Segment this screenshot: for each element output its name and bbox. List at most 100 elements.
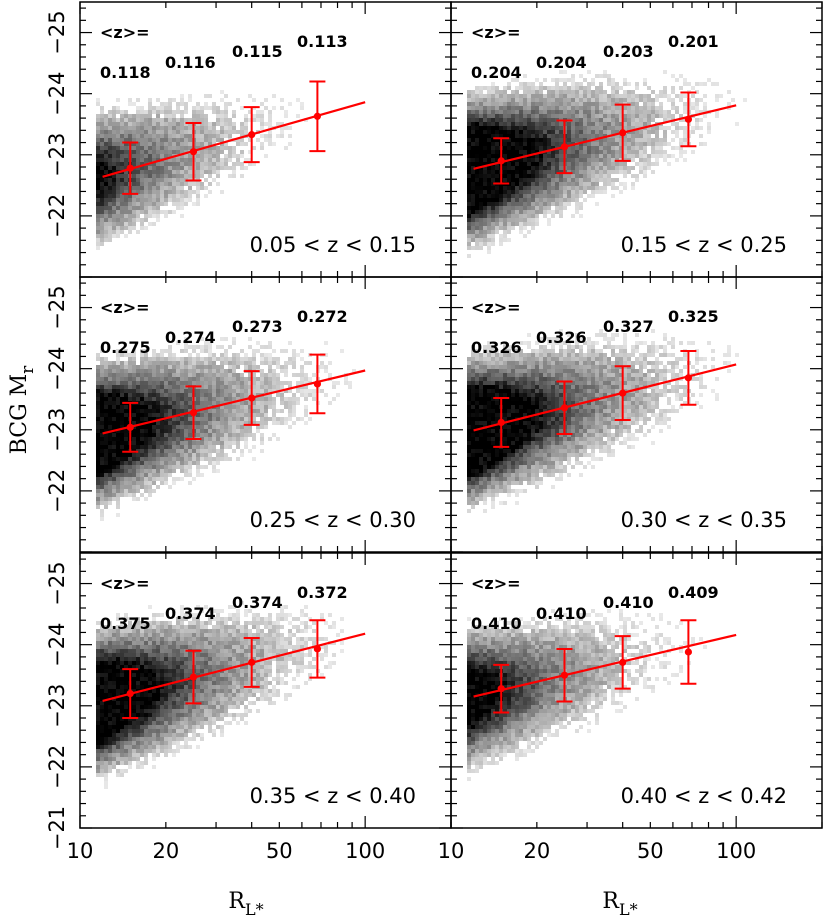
fit-line bbox=[473, 363, 737, 432]
density-map bbox=[467, 609, 707, 781]
mean-z-value-1: 0.410 bbox=[471, 614, 522, 633]
panel-5: −21 −22 −23 −24 −25 10 20 50 100 <z>= 0.375 0.374 0.… bbox=[45, 552, 452, 863]
y-ticks bbox=[451, 7, 822, 278]
redshift-range-label: 0.25 < z < 0.30 bbox=[250, 508, 416, 532]
redshift-range-label: 0.35 < z < 0.40 bbox=[250, 784, 416, 808]
data-point-1 bbox=[126, 164, 134, 172]
mean-z-value-3: 0.374 bbox=[232, 593, 283, 612]
mean-z-label: <z>= bbox=[471, 298, 521, 317]
mean-z-value-2: 0.326 bbox=[536, 328, 587, 347]
mean-z-value-1: 0.375 bbox=[100, 614, 151, 633]
mean-z-value-4: 0.113 bbox=[297, 32, 348, 51]
data-point-4 bbox=[313, 380, 321, 388]
panel-1: −22 −23 −24 −25 <z>= 0.118 0.116 0.115 0.113 0.05… bbox=[45, 1, 452, 278]
redshift-range-label: 0.30 < z < 0.35 bbox=[621, 508, 787, 532]
fit-line bbox=[102, 632, 366, 702]
panel-frame bbox=[450, 552, 823, 829]
y-tick-label: −22 bbox=[45, 469, 69, 513]
mean-z-label: <z>= bbox=[100, 23, 150, 42]
x-tick-label: 50 bbox=[637, 839, 664, 863]
y-tick-label: −22 bbox=[45, 194, 69, 238]
mean-z-value-2: 0.274 bbox=[165, 328, 216, 347]
y-ticks bbox=[80, 7, 451, 278]
mean-z-value-3: 0.410 bbox=[603, 593, 654, 612]
x-ticks bbox=[450, 277, 823, 552]
data-point-1 bbox=[126, 689, 134, 698]
data-point-3 bbox=[619, 389, 627, 397]
panel-6: 10 20 50 100 <z>= 0.410 0.410 0.410 0.409 0.40 < … bbox=[438, 552, 823, 863]
data-point-3 bbox=[248, 394, 256, 402]
mean-z-value-4: 0.409 bbox=[668, 583, 719, 602]
data-point-2 bbox=[189, 409, 198, 417]
mean-z-value-3: 0.327 bbox=[603, 317, 654, 336]
redshift-range-label: 0.05 < z < 0.15 bbox=[250, 233, 416, 257]
fit-line bbox=[473, 104, 737, 170]
mean-z-value-1: 0.275 bbox=[100, 338, 151, 357]
mean-z-value-4: 0.325 bbox=[668, 307, 719, 326]
mean-z-value-1: 0.118 bbox=[100, 63, 151, 82]
mean-z-value-1: 0.204 bbox=[471, 63, 522, 82]
y-tick-label: −21 bbox=[45, 806, 69, 850]
mean-z-value-3: 0.203 bbox=[603, 42, 654, 61]
redshift-range-label: 0.15 < z < 0.25 bbox=[621, 233, 787, 257]
y-tick-label: −25 bbox=[45, 285, 69, 329]
data-point-2 bbox=[189, 148, 198, 156]
data-point-2 bbox=[560, 671, 569, 679]
y-tick-label: −25 bbox=[45, 561, 69, 605]
panel-3: −22 −23 −24 −25 <z>= 0.275 0.274 0.273 0.272 0.25… bbox=[45, 276, 452, 553]
y-tick-label: −24 bbox=[45, 72, 69, 116]
x-tick-label: 100 bbox=[716, 839, 756, 863]
mean-z-value-4: 0.272 bbox=[297, 307, 348, 326]
mean-z-value-2: 0.410 bbox=[536, 604, 587, 623]
x-tick-label: 20 bbox=[523, 839, 550, 863]
panel-2: <z>= 0.204 0.204 0.203 0.201 0.15 < z < 0.25 bbox=[450, 1, 823, 278]
y-tick-label: −23 bbox=[45, 684, 69, 728]
y-ticks bbox=[451, 282, 822, 553]
data-point-4 bbox=[313, 645, 321, 653]
data-point-2 bbox=[560, 143, 569, 151]
mean-z-value-2: 0.116 bbox=[165, 53, 216, 72]
x-axis-title-left: RL* bbox=[228, 889, 263, 919]
panel-frame bbox=[450, 276, 823, 553]
density-map bbox=[467, 329, 739, 513]
x-tick-label: 10 bbox=[438, 839, 465, 863]
x-tick-label: 10 bbox=[67, 839, 94, 863]
data-point-3 bbox=[248, 658, 256, 666]
y-tick-label: −24 bbox=[45, 623, 69, 667]
x-tick-label: 50 bbox=[266, 839, 293, 863]
mean-z-value-2: 0.204 bbox=[536, 53, 587, 72]
data-point-1 bbox=[497, 157, 505, 165]
y-ticks bbox=[80, 558, 451, 829]
density-map bbox=[467, 70, 747, 258]
redshift-range-label: 0.40 < z < 0.42 bbox=[621, 784, 787, 808]
data-point-3 bbox=[619, 658, 627, 666]
mean-z-value-4: 0.201 bbox=[668, 32, 719, 51]
x-tick-label: 20 bbox=[152, 839, 179, 863]
y-tick-label: −25 bbox=[45, 10, 69, 54]
data-point-1 bbox=[497, 685, 505, 693]
fit-line bbox=[102, 101, 366, 178]
y-ticks bbox=[451, 558, 822, 829]
panels: −22 −23 −24 −25 <z>= 0.118 0.116 0.115 0.113 0.05… bbox=[45, 1, 823, 863]
density-map bbox=[96, 90, 308, 250]
mean-z-label: <z>= bbox=[471, 23, 521, 42]
data-point-4 bbox=[313, 112, 321, 120]
mean-z-value-2: 0.374 bbox=[165, 604, 216, 623]
data-point-1 bbox=[126, 423, 134, 431]
x-ticks bbox=[79, 553, 452, 828]
fit-line bbox=[102, 369, 366, 435]
mean-z-label: <z>= bbox=[471, 574, 521, 593]
data-point-2 bbox=[560, 404, 569, 412]
data-point-4 bbox=[684, 115, 692, 123]
data-point-1 bbox=[497, 418, 505, 427]
data-point-2 bbox=[189, 673, 198, 681]
mean-z-value-4: 0.372 bbox=[297, 583, 348, 602]
y-axis-title: BCG Mr bbox=[7, 365, 38, 455]
data-point-3 bbox=[619, 129, 627, 137]
density-map bbox=[96, 337, 356, 521]
data-point-3 bbox=[248, 131, 256, 139]
mean-z-label: <z>= bbox=[100, 574, 150, 593]
y-tick-label: −24 bbox=[45, 347, 69, 391]
data-point-4 bbox=[684, 374, 692, 382]
x-tick-label: 100 bbox=[345, 839, 385, 863]
